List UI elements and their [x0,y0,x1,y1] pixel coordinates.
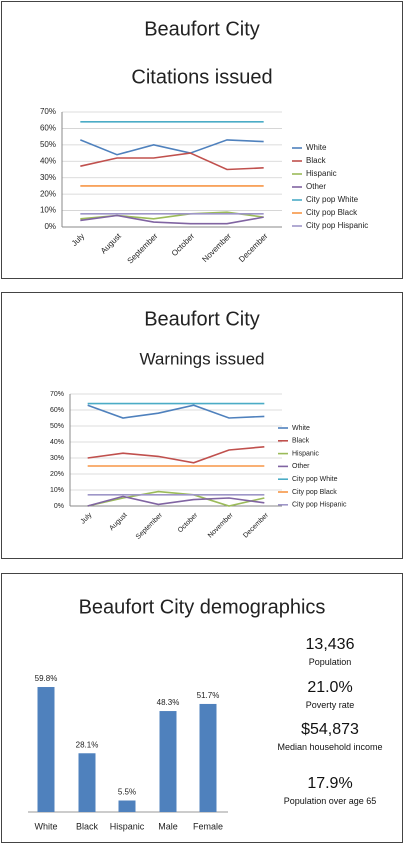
bar [199,703,217,812]
value-label: 5.5% [118,788,136,797]
y-tick-label: 40% [50,439,64,446]
legend-label: White [292,425,310,432]
y-tick-label: 10% [50,487,64,494]
bar [159,711,177,812]
value-label: 48.3% [157,698,180,707]
bar [78,753,96,812]
bar [118,800,136,812]
stat-value: 21.0% [307,679,353,696]
y-tick-label: 70% [50,391,64,398]
series-line [87,404,265,419]
value-label: 51.7% [197,691,220,700]
y-tick-label: 60% [40,124,56,133]
y-tick-label: 40% [40,156,56,165]
bar [37,687,55,812]
x-tick-label: White [34,821,57,831]
legend-label: Black [306,156,327,165]
legend-label: White [306,143,327,152]
legend-label: City pop Black [306,208,358,217]
y-tick-label: 0% [54,503,64,510]
x-tick-label: Male [158,821,178,831]
chart-title: Beaufort City demographics [79,596,326,618]
y-tick-label: 10% [40,206,56,215]
chart-title: Beaufort City [144,18,260,40]
panel [1,1,403,279]
chart-subtitle: Citations issued [131,66,272,88]
legend-label: City pop White [306,195,359,204]
legend-label: Hispanic [306,169,337,178]
stat-value: 13,436 [305,636,355,653]
x-tick-label: Female [193,821,223,831]
series-line [80,139,264,156]
stat-label: Poverty rate [305,700,355,710]
chart-subtitle: Warnings issued [139,349,264,368]
value-label: 59.8% [35,674,58,683]
stat: 17.9% Population over age 65 [275,775,385,807]
legend-label: Other [292,463,310,470]
stat: $54,873 Median household income [275,721,385,753]
stat-value: $54,873 [301,721,359,738]
stat-value: 17.9% [307,775,353,792]
y-tick-label: 50% [40,140,56,149]
y-tick-label: 30% [40,173,56,182]
y-tick-label: 60% [50,407,64,414]
series-line [87,446,265,464]
legend-label: Black [292,438,310,445]
y-tick-label: 30% [50,455,64,462]
legend-label: City pop Hispanic [292,502,347,509]
x-tick-label: Hispanic [110,821,145,831]
legend-label: Hispanic [292,450,319,457]
stat-label: Median household income [277,742,383,752]
stat: 21.0% Poverty rate [275,679,385,711]
chart-title: Beaufort City [144,308,260,330]
value-label: 28.1% [76,740,99,749]
y-tick-label: 70% [40,107,56,116]
series-line [80,214,264,225]
legend-label: Other [306,182,326,191]
series-line [87,490,265,507]
x-tick-label: Black [76,821,99,831]
legend-label: City pop Hispanic [306,221,368,230]
stat-label: Population [308,657,352,667]
legend-label: City pop Black [292,489,337,496]
series-line [80,152,264,171]
y-tick-label: 50% [50,423,64,430]
series-line [87,495,265,507]
stat: 13,436 Population [275,636,385,668]
panel [1,292,403,559]
y-tick-label: 20% [50,471,64,478]
stat-label: Population over age 65 [283,796,377,806]
legend-label: City pop White [292,476,338,483]
y-tick-label: 0% [44,222,56,231]
y-tick-label: 20% [40,189,56,198]
